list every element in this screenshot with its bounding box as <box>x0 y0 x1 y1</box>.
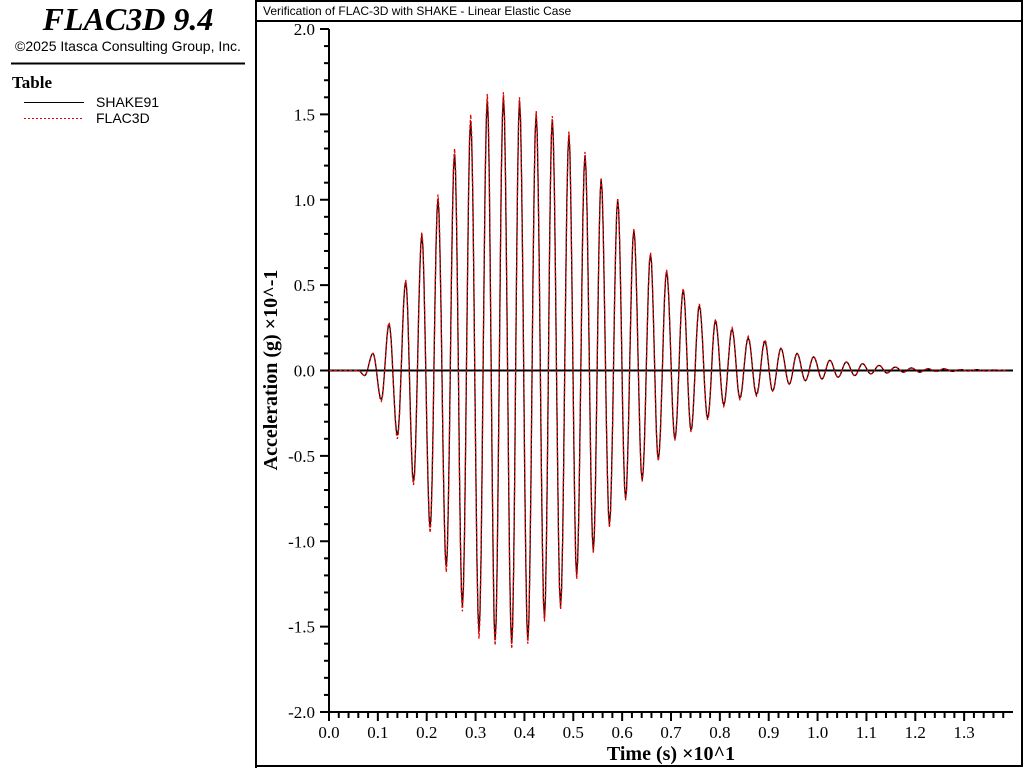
y-tick-label: -0.5 <box>288 447 315 466</box>
x-tick-label: 1.0 <box>807 723 828 742</box>
x-axis-label: Time (s) ×10^1 <box>607 743 735 765</box>
y-tick-label: -2.0 <box>288 703 315 722</box>
axes: 2.01.51.00.50.0-0.5-1.0-1.5-2.00.0 0.1 0.2… <box>288 20 1013 742</box>
y-tick-label: -1.0 <box>288 532 315 551</box>
x-tick-label: 1.2 <box>905 723 926 742</box>
x-tick-label: 0.0 <box>318 723 339 742</box>
x-tick-label: 0.8 <box>709 723 730 742</box>
y-axis-label: Acceleration (g) ×10^-1 <box>260 270 282 471</box>
legend-label: FLAC3D <box>96 110 150 126</box>
plot-frame <box>255 0 1023 767</box>
x-tick-label: 0.3 <box>465 723 486 742</box>
x-tick-label: 0.9 <box>758 723 779 742</box>
x-tick-label: 0.6 <box>612 723 633 742</box>
legend-panel: FLAC3D 9.4 ©2025 Itasca Consulting Group… <box>11 1 245 126</box>
y-tick-label: 1.0 <box>294 191 315 210</box>
y-tick-label: 2.0 <box>294 20 315 39</box>
x-tick-label: 0.4 <box>514 723 536 742</box>
legend-label: SHAKE91 <box>96 94 159 110</box>
y-tick-label: 1.5 <box>294 105 315 124</box>
series-group <box>329 92 1009 649</box>
x-tick-label: 1.3 <box>954 723 975 742</box>
x-tick-label: 0.1 <box>367 723 388 742</box>
legend-heading: Table <box>12 73 52 92</box>
copyright: ©2025 Itasca Consulting Group, Inc. <box>15 38 241 54</box>
x-tick-label: 0.5 <box>563 723 584 742</box>
legend-item-shake91: SHAKE91 <box>24 94 159 110</box>
app-title: FLAC3D 9.4 <box>42 1 214 37</box>
chart-title: Verification of FLAC-3D with SHAKE - Lin… <box>263 4 571 18</box>
y-tick-label: 0.5 <box>294 276 315 295</box>
y-tick-label: -1.5 <box>288 618 315 637</box>
x-tick-label: 1.1 <box>856 723 877 742</box>
x-tick-label: 0.7 <box>660 723 682 742</box>
legend-item-flac3d: FLAC3D <box>24 110 150 126</box>
x-tick-label: 0.2 <box>416 723 437 742</box>
y-tick-label: 0.0 <box>294 362 315 381</box>
series-line-flac3d <box>329 92 1009 649</box>
